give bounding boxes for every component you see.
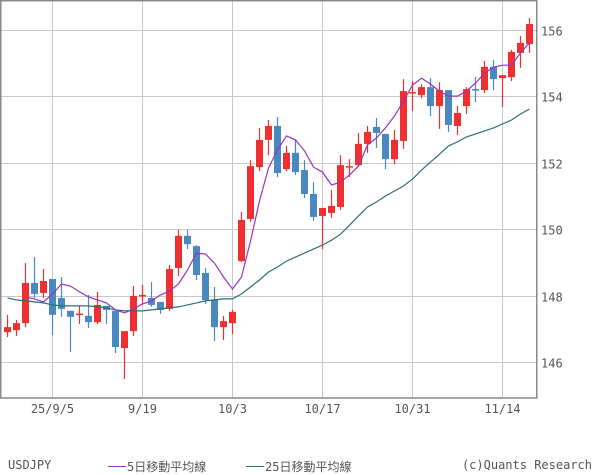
- candle-body: [382, 133, 389, 160]
- candle-body: [112, 310, 119, 348]
- y-tick-label: 146: [541, 357, 563, 371]
- candle-body: [139, 294, 146, 297]
- ma25-label: 25日移動平均線: [265, 460, 352, 474]
- ma5-swatch-icon: [108, 466, 126, 467]
- x-tick-label: 10/31: [394, 402, 430, 416]
- candle-body: [436, 90, 443, 107]
- legend-ma25: 25日移動平均線: [246, 458, 351, 475]
- grid-lines: [1, 0, 537, 398]
- x-axis-labels: 25/9/5 9/19 10/3 10/17 10/31 11/14: [31, 402, 521, 416]
- x-tick-label: 10/17: [304, 402, 340, 416]
- candle-body: [373, 126, 380, 133]
- candle-body: [166, 269, 173, 309]
- candle-body: [499, 75, 506, 79]
- candle-body: [184, 235, 191, 245]
- candle-body: [13, 323, 20, 331]
- y-tick-label: 148: [541, 291, 563, 305]
- candle-body: [463, 89, 470, 107]
- candle-body: [94, 304, 101, 323]
- candle-body: [229, 311, 236, 324]
- candle-body: [517, 42, 524, 53]
- plot-frame: [0, 0, 538, 399]
- x-tick-label: 9/19: [128, 402, 157, 416]
- y-tick-label: 156: [541, 25, 563, 39]
- candle-body: [193, 246, 200, 276]
- candle-body: [418, 87, 425, 96]
- candle-body: [355, 143, 362, 166]
- candle-body: [238, 219, 245, 262]
- candle-body: [301, 170, 308, 195]
- candle-body: [445, 90, 452, 125]
- candle-body: [472, 89, 479, 91]
- candle-body: [49, 279, 56, 315]
- copyright-credit: (c)Quants Research: [461, 458, 592, 472]
- candle-body: [526, 24, 533, 44]
- candle-body: [67, 310, 74, 317]
- candle-body: [409, 92, 416, 94]
- ticker-label: USDJPY: [8, 458, 52, 472]
- candle-body: [292, 152, 299, 173]
- candle-body: [76, 313, 83, 316]
- candle-body: [481, 66, 488, 91]
- ma5-label: 5日移動平均線: [127, 460, 207, 474]
- candle-body: [328, 205, 335, 213]
- candle-body: [211, 299, 218, 328]
- candle-body: [22, 282, 29, 324]
- candle-body: [220, 321, 227, 328]
- candle-body: [157, 301, 164, 310]
- candle-body: [121, 331, 128, 349]
- ma25-line: [7, 108, 530, 312]
- candle-body: [490, 66, 497, 80]
- candle-body: [346, 166, 353, 168]
- candle-body: [85, 315, 92, 323]
- x-tick-label: 10/3: [218, 402, 247, 416]
- x-tick-label: 25/9/5: [31, 402, 74, 416]
- candle-body: [454, 113, 461, 126]
- y-tick-label: 152: [541, 158, 563, 172]
- legend: USDJPY 5日移動平均線 25日移動平均線 (c)Quants Resear…: [0, 455, 600, 475]
- y-tick-label: 150: [541, 224, 563, 238]
- candle-body: [40, 280, 47, 293]
- candlestick-chart: 146 148 150 152 154 156 25/9/5 9/19 10/3 10/17 10…: [0, 0, 563, 416]
- candle-body: [256, 139, 263, 168]
- candle-body: [337, 165, 344, 207]
- candles-layer: [4, 18, 533, 379]
- legend-ma5: 5日移動平均線: [108, 458, 206, 475]
- candle-body: [319, 207, 326, 216]
- y-axis-labels: 146 148 150 152 154 156: [541, 25, 563, 371]
- candle-body: [4, 327, 11, 333]
- candle-body: [364, 131, 371, 144]
- y-tick-label: 154: [541, 91, 563, 105]
- candle-body: [247, 166, 254, 219]
- x-tick-label: 11/14: [484, 402, 520, 416]
- candle-body: [202, 273, 209, 300]
- candle-body: [391, 139, 398, 160]
- candle-body: [58, 297, 65, 309]
- candle-body: [310, 194, 317, 217]
- candle-body: [31, 282, 38, 294]
- candle-body: [400, 91, 407, 141]
- ma25-swatch-icon: [246, 466, 264, 467]
- candle-body: [130, 295, 137, 332]
- candle-body: [427, 87, 434, 107]
- candle-body: [265, 125, 272, 140]
- ma5-line: [25, 42, 530, 314]
- candle-body: [175, 235, 182, 269]
- candle-body: [283, 152, 290, 170]
